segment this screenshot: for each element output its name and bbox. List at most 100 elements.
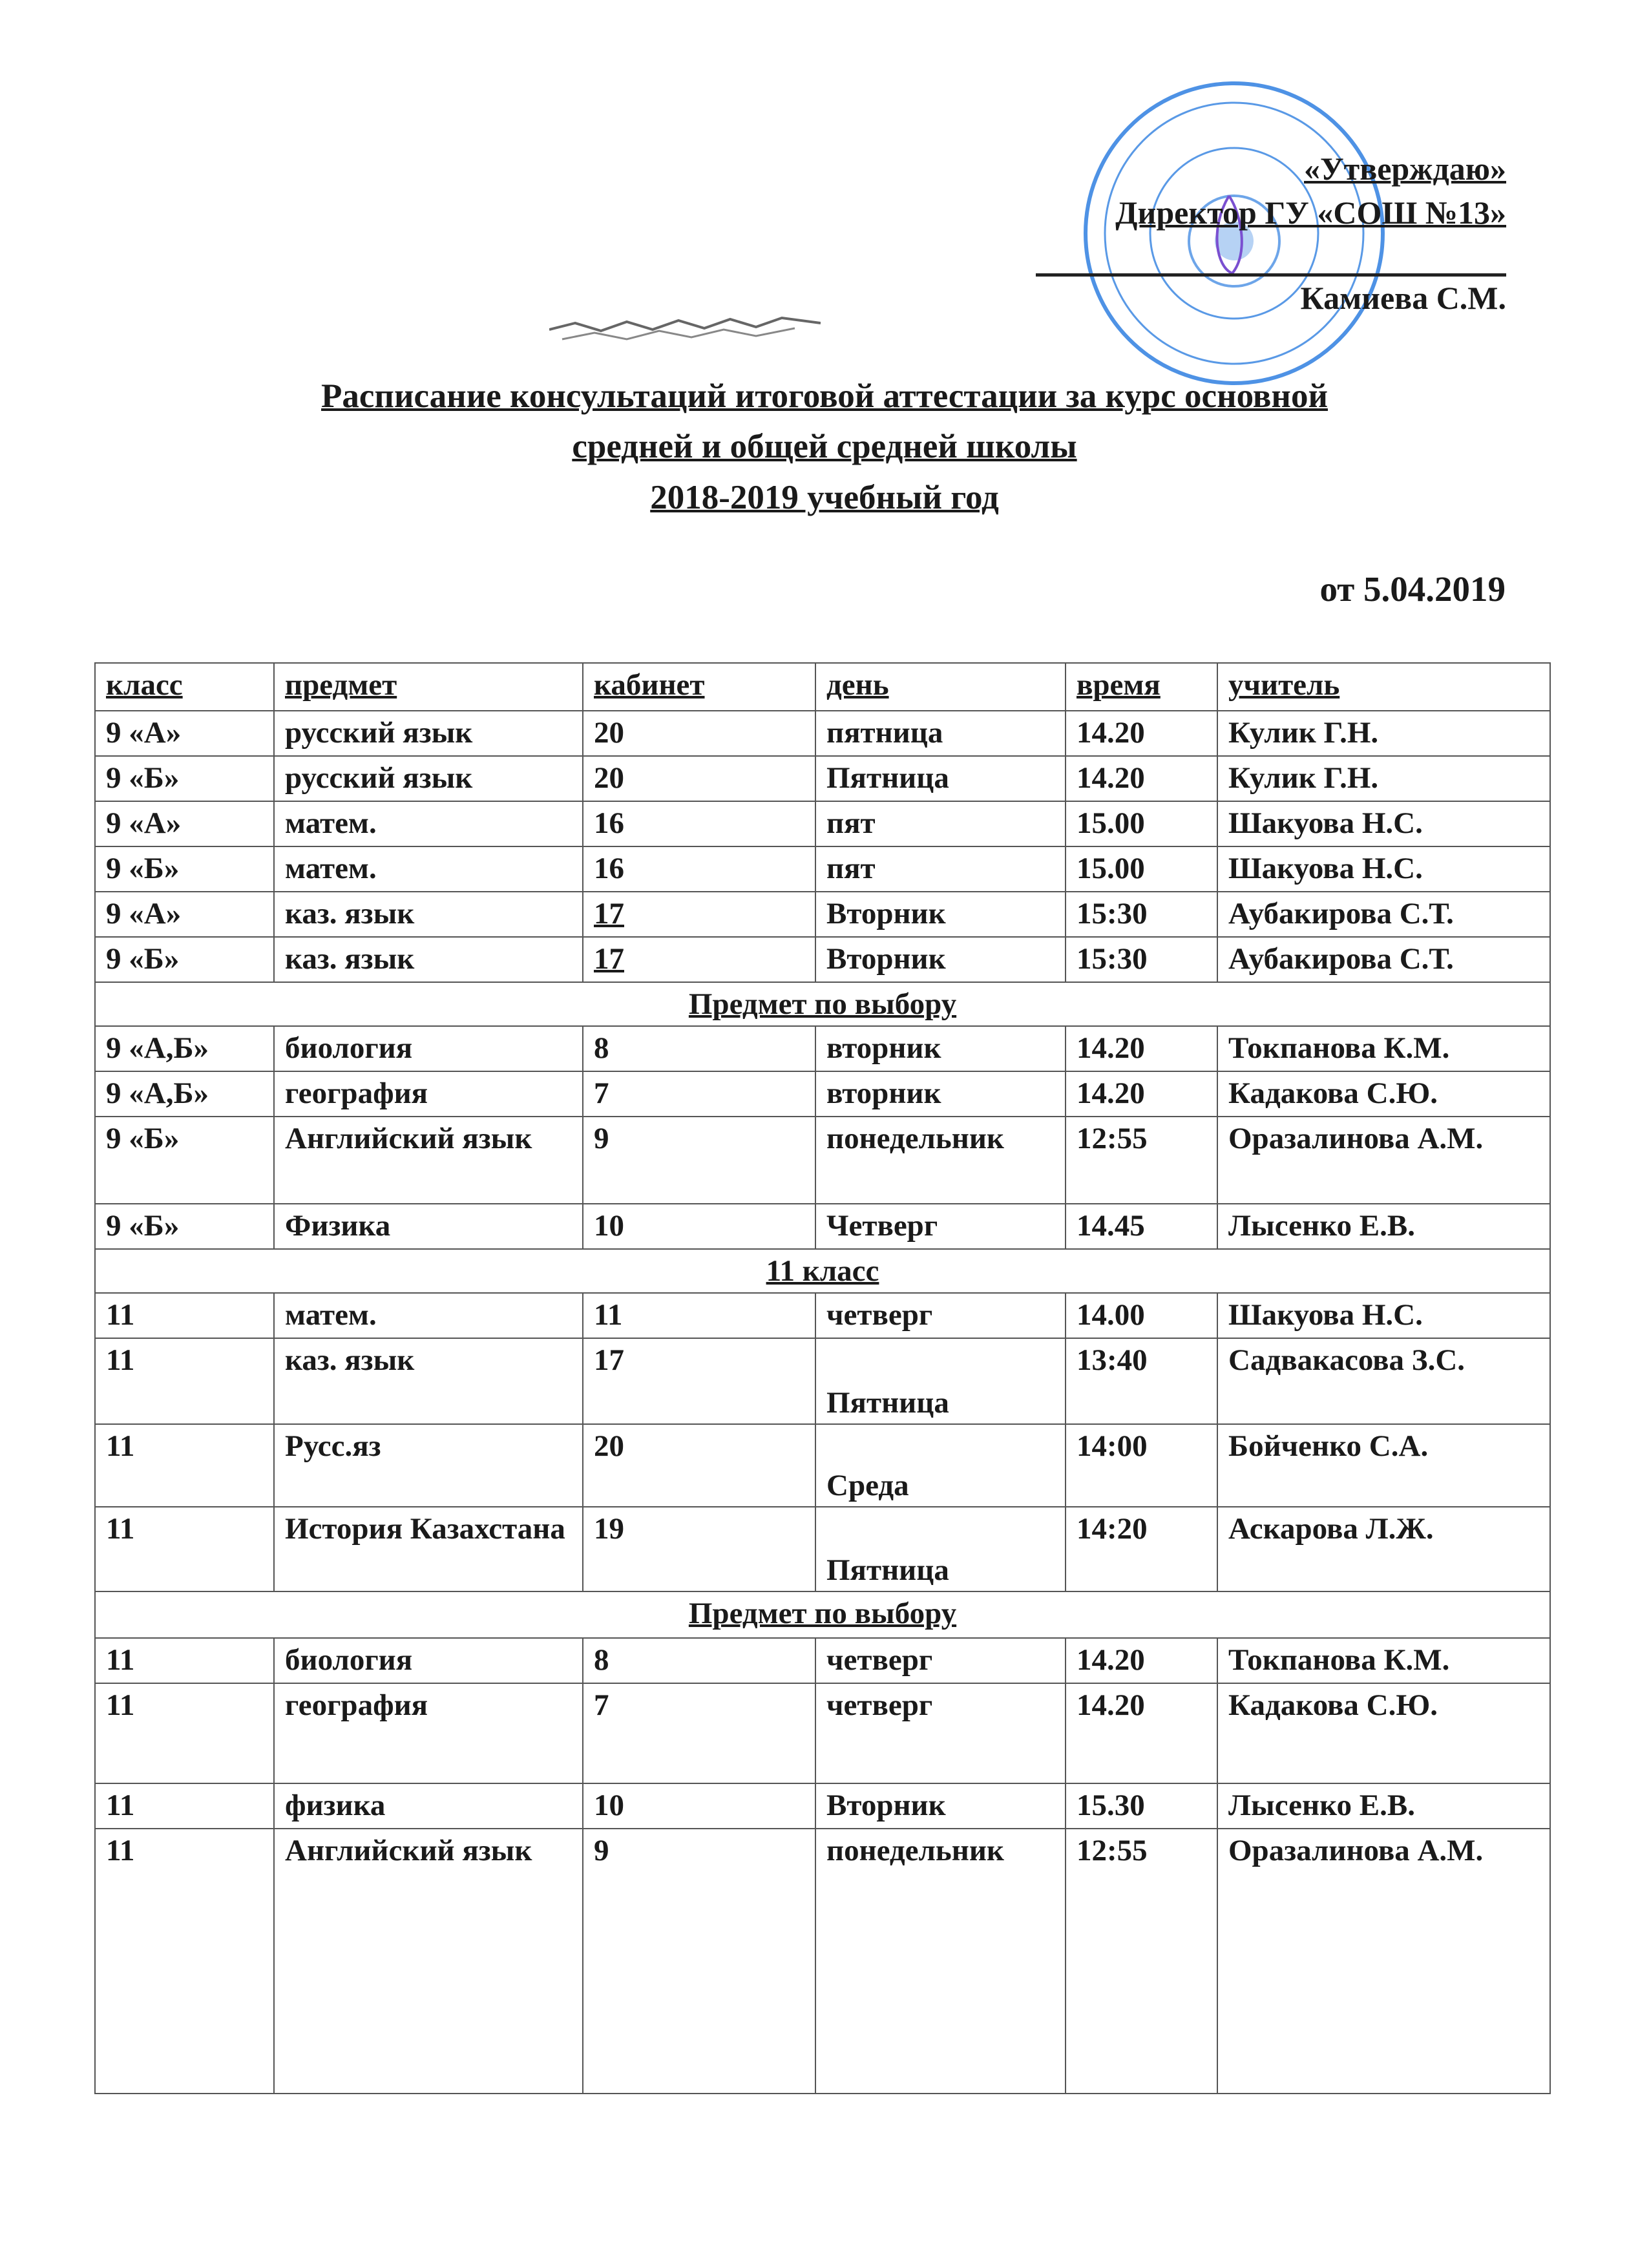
cell-text: 9 «А,Б»: [106, 1031, 209, 1065]
cell-text: Аубакирова С.Т.: [1228, 942, 1454, 976]
cell-text: матем.: [285, 806, 377, 840]
cell-text: Вторник: [826, 1789, 946, 1822]
cell-text: 16: [594, 806, 624, 840]
table-row: 9 «Б» Английский язык 9 понедельник 12:55 Ора…: [94, 1116, 1551, 1204]
cell-subject: матем.: [273, 801, 583, 847]
cell-text: Кулик Г.Н.: [1228, 761, 1379, 795]
cell-text: 9: [594, 1834, 609, 1867]
cell-time: 14.20: [1065, 1637, 1218, 1684]
cell-time: 14.20: [1065, 1683, 1218, 1784]
cell-teacher: Шакуова Н.С.: [1217, 846, 1551, 892]
header-label: учитель: [1228, 668, 1340, 702]
cell-text: Пятница: [826, 1386, 949, 1420]
cell-text: Кадакова С.Ю.: [1228, 1688, 1438, 1722]
cell-teacher: Лысенко Е.В.: [1217, 1203, 1551, 1250]
cell-time: 15.30: [1065, 1783, 1218, 1829]
cell-text: 10: [594, 1209, 624, 1243]
cell-class: 9 «Б»: [94, 846, 275, 892]
cell-text: Аубакирова С.Т.: [1228, 897, 1454, 930]
cell-text: биология: [285, 1643, 413, 1677]
cell-day: вторник: [815, 1071, 1066, 1117]
header-label: время: [1077, 668, 1161, 702]
cell-room: 10: [582, 1783, 816, 1829]
cell-time: 14.20: [1065, 755, 1218, 802]
cell-time: 14.45: [1065, 1203, 1218, 1250]
cell-text: 11: [106, 1789, 135, 1822]
table-row: 9 «Б» Физика 10 Четверг 14.45 Лысенко Е.В.: [94, 1203, 1551, 1250]
cell-text: 9 «А»: [106, 716, 182, 750]
cell-text: 8: [594, 1031, 609, 1065]
cell-text: 12:55: [1077, 1122, 1148, 1155]
cell-text: Шакуова Н.С.: [1228, 852, 1423, 885]
cell-text: пят: [826, 852, 876, 885]
cell-text: Английский язык: [285, 1834, 532, 1867]
cell-text: Среда: [826, 1469, 909, 1503]
cell-class: 9 «А»: [94, 891, 275, 938]
cell-day: четверг: [815, 1683, 1066, 1784]
cell-subject: русский язык: [273, 755, 583, 802]
cell-teacher: Кулик Г.Н.: [1217, 755, 1551, 802]
table-row: 11 Русс.яз 20 Среда 14:00 Бойченко С.А.: [94, 1423, 1551, 1507]
cell-class: 11: [94, 1506, 275, 1592]
cell-text: Оразалинова А.М.: [1228, 1122, 1484, 1155]
cell-room: 8: [582, 1637, 816, 1684]
cell-teacher: Оразалинова А.М.: [1217, 1828, 1551, 2094]
table-row: 11 каз. язык 17 Пятница 13:40 Садвакасова З.С…: [94, 1338, 1551, 1425]
table-row: 11 История Казахстана 19 Пятница 14:20 Аскаро…: [94, 1506, 1551, 1592]
cell-text: 9 «Б»: [106, 942, 180, 976]
cell-room: 8: [582, 1025, 816, 1072]
cell-class: 9 «Б»: [94, 755, 275, 802]
cell-time: 12:55: [1065, 1116, 1218, 1204]
cell-text: Кулик Г.Н.: [1228, 716, 1379, 750]
consultation-schedule-table: класс предмет кабинет день время учитель 9 «А»…: [94, 662, 1551, 2094]
cell-text: вторник: [826, 1076, 941, 1110]
cell-text: 9 «А,Б»: [106, 1076, 209, 1110]
cell-text: матем.: [285, 852, 377, 885]
cell-subject: биология: [273, 1025, 583, 1072]
cell-room: 17: [582, 936, 816, 983]
cell-class: 11: [94, 1637, 275, 1684]
cell-room: 7: [582, 1071, 816, 1117]
director-title: Директор ГУ «СОШ №13»: [1115, 194, 1506, 231]
cell-text: История Казахстана: [285, 1512, 565, 1546]
cell-text: 7: [594, 1076, 609, 1110]
cell-teacher: Шакуова Н.С.: [1217, 801, 1551, 847]
table-row: 11 Английский язык 9 понедельник 12:55 Оразал…: [94, 1828, 1551, 2094]
cell-subject: Английский язык: [273, 1116, 583, 1204]
section-cell: Предмет по выбору: [94, 982, 1551, 1027]
cell-text: 11: [594, 1298, 623, 1332]
cell-class: 11: [94, 1828, 275, 2094]
cell-text: 11: [106, 1688, 135, 1722]
cell-subject: русский язык: [273, 710, 583, 757]
cell-teacher: Аубакирова С.Т.: [1217, 891, 1551, 938]
school-stamp: [1084, 81, 1385, 385]
cell-text: 15.00: [1077, 852, 1145, 885]
cell-teacher: Кадакова С.Ю.: [1217, 1683, 1551, 1784]
cell-room: 17: [582, 891, 816, 938]
cell-text: 14.20: [1077, 716, 1145, 750]
cell-time: 15.00: [1065, 801, 1218, 847]
cell-text: каз. язык: [285, 897, 415, 930]
cell-room: 17: [582, 1338, 816, 1425]
cell-class: 9 «Б»: [94, 936, 275, 983]
cell-text: Кадакова С.Ю.: [1228, 1076, 1438, 1110]
cell-subject: география: [273, 1071, 583, 1117]
cell-day: понедельник: [815, 1116, 1066, 1204]
cell-class: 11: [94, 1423, 275, 1507]
cell-text: Шакуова Н.С.: [1228, 806, 1423, 840]
cell-text: каз. язык: [285, 1343, 415, 1377]
cell-teacher: Токпанова К.М.: [1217, 1637, 1551, 1684]
cell-room: 9: [582, 1828, 816, 2094]
cell-time: 14.20: [1065, 1025, 1218, 1072]
cell-text: 17: [594, 1343, 624, 1377]
cell-room: 10: [582, 1203, 816, 1250]
cell-text: каз. язык: [285, 942, 415, 976]
cell-text: 13:40: [1077, 1343, 1148, 1377]
cell-day: Вторник: [815, 1783, 1066, 1829]
cell-time: 14.00: [1065, 1292, 1218, 1339]
signature-line: [1036, 273, 1506, 277]
cell-teacher: Кулик Г.Н.: [1217, 710, 1551, 757]
cell-day: пят: [815, 846, 1066, 892]
cell-text: 12:55: [1077, 1834, 1148, 1867]
title-line-3: 2018-2019 учебный год: [650, 479, 999, 516]
